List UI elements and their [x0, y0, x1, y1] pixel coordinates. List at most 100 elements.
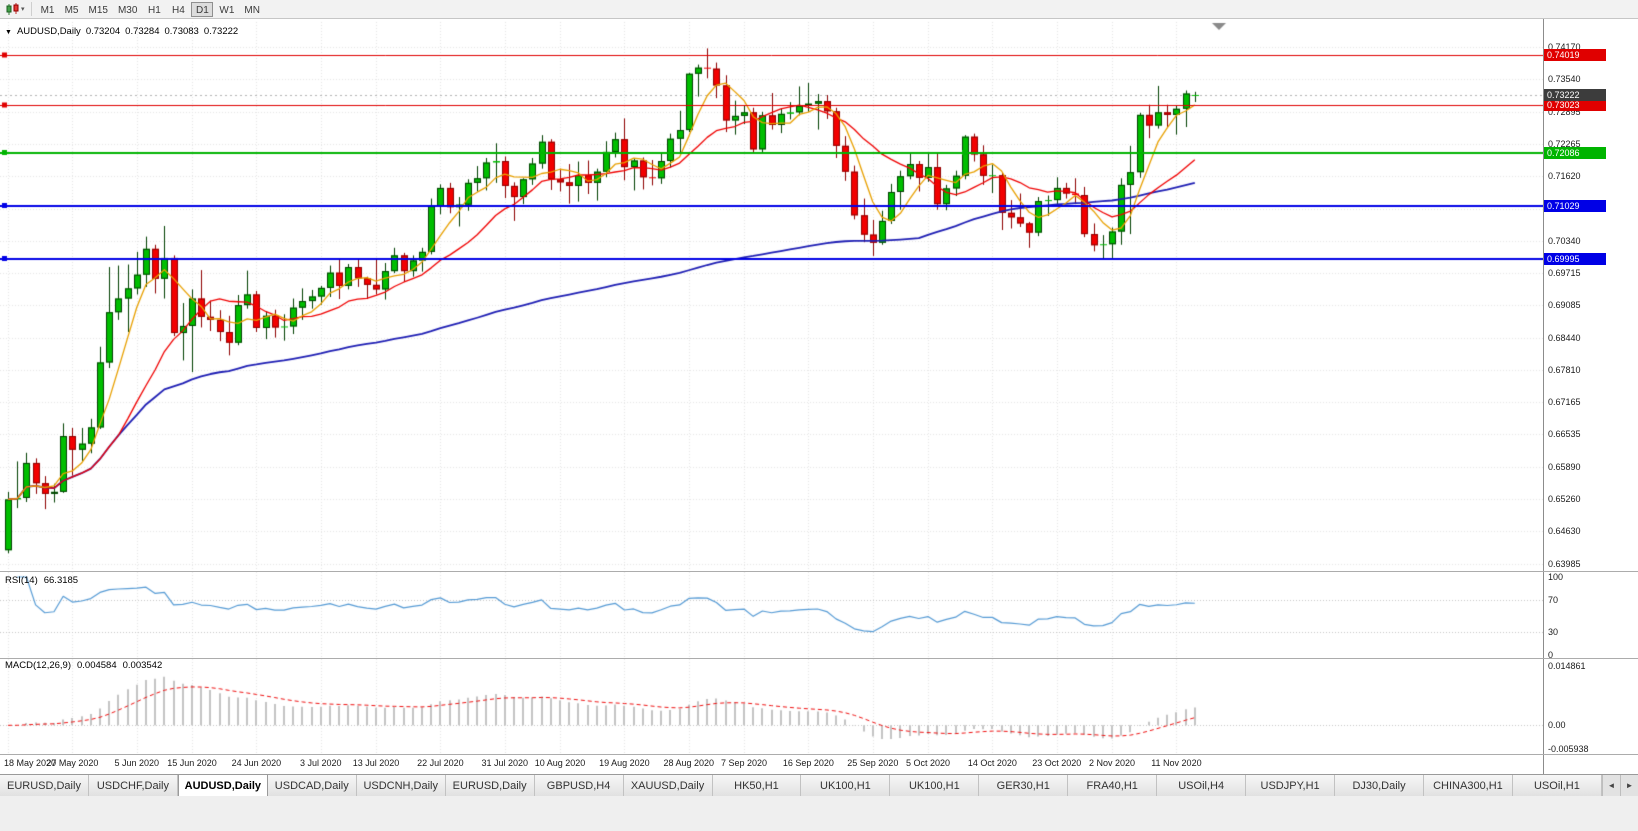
- timeframe-button-d1[interactable]: D1: [191, 1, 214, 17]
- ohlc-close-value: 0.73222: [203, 26, 239, 37]
- price-axis-label: 0.65890: [1548, 461, 1581, 472]
- panel-separator-macd-dates: [0, 754, 1638, 755]
- date-axis-label: 7 Sep 2020: [720, 758, 768, 768]
- rsi-indicator-label: RSI(14) 66.3185: [5, 575, 84, 586]
- chart-tab-usdjpy-h1[interactable]: USDJPY,H1: [1246, 775, 1336, 796]
- price-axis-label: 0.67165: [1548, 397, 1581, 408]
- chart-tab-ger30-h1[interactable]: GER30,H1: [979, 775, 1069, 796]
- chart-tab-eurusd-daily[interactable]: EURUSD,Daily: [445, 775, 535, 796]
- date-axis-label: 25 Sep 2020: [847, 758, 899, 768]
- price-axis-label: 0.69715: [1548, 267, 1581, 278]
- date-axis-label: 5 Oct 2020: [905, 758, 951, 768]
- timeframe-buttons: M1 M5 M15 M30 H1 H4 D1 W1 MN: [36, 1, 265, 17]
- date-axis-label: 23 Oct 2020: [1032, 758, 1082, 768]
- chart-area: ▼ AUDUSD,Daily 0.73204 0.73284 0.73083 0.7322…: [0, 19, 1638, 774]
- timeframe-button-h4[interactable]: H4: [172, 4, 185, 16]
- macd-axis-label: 0.014861: [1548, 661, 1586, 671]
- rsi-axis-label: 70: [1548, 595, 1559, 606]
- timeframe-button-m1[interactable]: M1: [40, 4, 55, 16]
- price-axis-label: 0.72895: [1548, 106, 1581, 117]
- price-axis-label: 0.74170: [1548, 41, 1581, 52]
- macd-main-value: 0.004584: [77, 660, 117, 671]
- chart-tab-gbpusd-h4[interactable]: GBPUSD,H4: [534, 775, 624, 796]
- price-axis-label: 0.68440: [1548, 332, 1581, 343]
- chart-tab-uk100-h1[interactable]: UK100,H1: [801, 775, 891, 796]
- price-level-badge: 0.73023: [1544, 99, 1606, 112]
- price-level-badge: 0.72086: [1544, 146, 1606, 159]
- chart-tab-usdchf-daily[interactable]: USDCHF,Daily: [88, 775, 178, 796]
- candlestick-chart-icon: [6, 2, 19, 15]
- rsi-value: 66.3185: [43, 575, 79, 586]
- price-level-badge: 0.69995: [1544, 252, 1606, 265]
- rsi-axis-label: 0: [1548, 650, 1554, 660]
- price-axis-label: 0.69085: [1548, 299, 1581, 310]
- price-chart-canvas[interactable]: [0, 19, 1543, 774]
- macd-signal-value: 0.003542: [122, 660, 163, 671]
- price-axis-label: 0.65260: [1548, 493, 1581, 504]
- date-axis-label: 13 Jul 2020: [352, 758, 400, 768]
- price-axis-label: 0.72265: [1548, 138, 1581, 149]
- price-axis-label: 0.63985: [1548, 558, 1581, 569]
- date-axis-label: 24 Jun 2020: [231, 758, 282, 768]
- tab-scroll-left-icon[interactable]: ◄: [1602, 775, 1620, 796]
- symbol-dropdown-icon[interactable]: ▼: [5, 29, 12, 36]
- date-axis-label: 15 Jun 2020: [167, 758, 217, 768]
- macd-axis-label: 0.00: [1548, 720, 1566, 731]
- chart-type-dropdown[interactable]: ▾: [3, 1, 27, 17]
- price-level-badge: 0.74019: [1544, 48, 1606, 61]
- date-axis-label: 2 Nov 2020: [1088, 758, 1136, 768]
- dropdown-caret-icon: ▾: [21, 6, 25, 13]
- panel-separator-rsi-macd[interactable]: [0, 658, 1638, 659]
- chart-tab-usoil-h4[interactable]: USOil,H4: [1157, 775, 1247, 796]
- date-axis-label: 19 Aug 2020: [599, 758, 650, 768]
- ohlc-high-value: 0.73284: [125, 26, 160, 37]
- chart-tab-eurusd-daily[interactable]: EURUSD,Daily: [0, 775, 89, 796]
- chart-tab-fra40-h1[interactable]: FRA40,H1: [1068, 775, 1158, 796]
- price-axis-label: 0.67810: [1548, 364, 1581, 375]
- timeframe-button-h1[interactable]: H1: [148, 4, 161, 16]
- chart-tab-dj30-daily[interactable]: DJ30,Daily: [1335, 775, 1424, 796]
- date-axis-label: 3 Jul 2020: [300, 758, 342, 768]
- price-axis-label: 0.64630: [1548, 525, 1581, 536]
- chart-ohlc-header: ▼ AUDUSD,Daily 0.73204 0.73284 0.73083 0.7322…: [5, 26, 243, 37]
- chart-symbol-label: AUDUSD,Daily: [16, 26, 81, 37]
- price-axis-label: 0.66535: [1548, 429, 1581, 440]
- timeframe-button-mn[interactable]: MN: [244, 4, 260, 16]
- panel-separator-main-rsi[interactable]: [0, 571, 1638, 572]
- timeframe-button-w1[interactable]: W1: [219, 4, 235, 16]
- chart-tab-usdcad-daily[interactable]: USDCAD,Daily: [267, 775, 357, 796]
- date-axis-label: 10 Aug 2020: [534, 758, 586, 768]
- current-price-badge: 0.73222: [1544, 88, 1606, 101]
- price-axis-label: 0.71620: [1548, 171, 1581, 182]
- chart-tabs: EURUSD,Daily USDCHF,Daily AUDUSD,Daily USDC…: [0, 775, 1602, 796]
- timeframe-button-m30[interactable]: M30: [117, 4, 138, 16]
- tab-scroll-arrows: ◄ ►: [1602, 775, 1638, 796]
- toolbar-separator: [30, 2, 32, 16]
- macd-axis-label: -0.005938: [1548, 744, 1589, 754]
- chart-tab-uk100-h1[interactable]: UK100,H1: [890, 775, 980, 796]
- rsi-axis-label: 30: [1548, 626, 1559, 637]
- timeframe-button-m15[interactable]: M15: [88, 4, 108, 16]
- status-strip: [0, 796, 1638, 831]
- chart-tab-hk50-h1[interactable]: HK50,H1: [712, 775, 802, 796]
- macd-indicator-label: MACD(12,26,9) 0.004584 0.003542: [5, 660, 168, 671]
- tab-scroll-right-icon[interactable]: ►: [1620, 775, 1638, 796]
- chart-tab-xauusd-daily[interactable]: XAUUSD,Daily: [623, 775, 713, 796]
- chart-tab-usdcnh-daily[interactable]: USDCNH,Daily: [356, 775, 446, 796]
- chart-tab-china300-h1[interactable]: CHINA300,H1: [1424, 775, 1513, 796]
- chart-tab-audusd-daily[interactable]: AUDUSD,Daily: [177, 775, 268, 796]
- date-axis-label: 14 Oct 2020: [967, 758, 1017, 768]
- chart-tab-usoil-h1[interactable]: USOil,H1: [1512, 775, 1602, 796]
- price-axis-label: 0.73540: [1548, 73, 1581, 84]
- date-axis-label: 5 Jun 2020: [114, 758, 160, 768]
- date-axis-label: 16 Sep 2020: [782, 758, 834, 768]
- ohlc-low-value: 0.73083: [164, 26, 199, 37]
- date-axis-label: 18 May 2020: [4, 758, 57, 768]
- timeframe-button-m5[interactable]: M5: [64, 4, 79, 16]
- date-axis-label: 11 Nov 2020: [1151, 758, 1202, 768]
- date-axis-label: 22 Jul 2020: [417, 758, 464, 768]
- rsi-name: RSI(14): [5, 575, 38, 586]
- chart-tab-bar: EURUSD,Daily USDCHF,Daily AUDUSD,Daily USDC…: [0, 774, 1638, 796]
- ohlc-open-value: 0.73204: [85, 26, 121, 37]
- price-level-badge: 0.71029: [1544, 200, 1606, 213]
